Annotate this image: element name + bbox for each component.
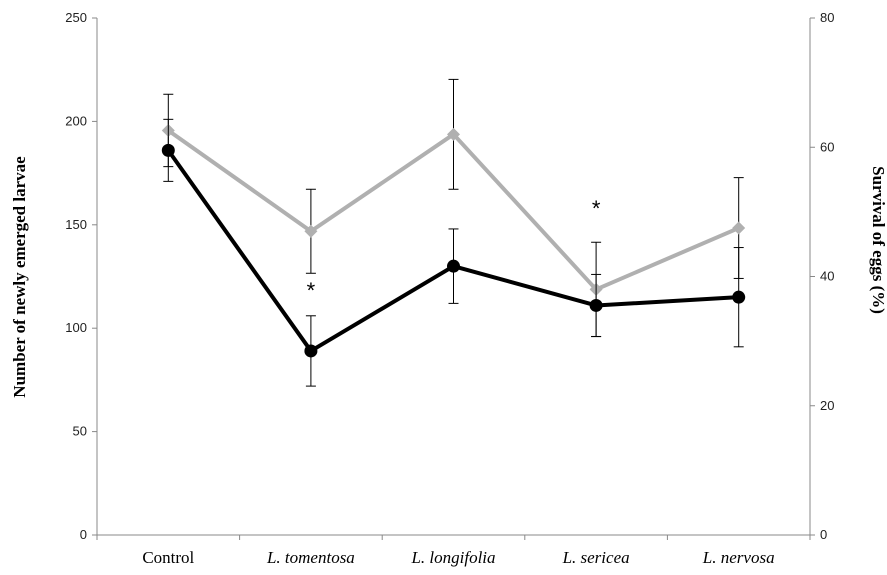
- data-point: [161, 143, 175, 157]
- significance-marker: *: [592, 196, 601, 221]
- y-right-tick-label: 0: [820, 527, 827, 542]
- data-point: [589, 298, 603, 312]
- annotations: **: [307, 196, 601, 303]
- axis-titles: Number of newly emerged larvae Survival …: [10, 156, 887, 398]
- significance-marker: *: [307, 278, 316, 303]
- y-left-tick-label: 50: [73, 424, 87, 439]
- y-left-axis-title: Number of newly emerged larvae: [10, 156, 29, 398]
- y-left-tick-label: 100: [65, 320, 87, 335]
- y-left-tick-label: 250: [65, 10, 87, 25]
- y-left-tick-label: 200: [65, 113, 87, 128]
- y-right-tick-label: 20: [820, 398, 834, 413]
- y-right-tick-label: 80: [820, 10, 834, 25]
- data-point: [304, 344, 318, 358]
- y-right-tick-label: 60: [820, 139, 834, 154]
- series: [161, 78, 746, 387]
- series-larvae: [161, 118, 746, 387]
- y-left-tick-label: 150: [65, 217, 87, 232]
- y-left-tick-label: 0: [80, 527, 87, 542]
- x-tick-label: L. sericea: [562, 548, 630, 567]
- data-point: [732, 290, 746, 304]
- y-right-axis-title: Survival of eggs (%): [869, 166, 887, 314]
- x-tick-label: L. nervosa: [702, 548, 775, 567]
- x-tick-label: L. longifolia: [410, 548, 495, 567]
- ticks: 0 50 100 150 200 250 0 20 40 60 80 Control L. toment…: [65, 10, 834, 567]
- data-point: [732, 221, 746, 235]
- data-point: [304, 224, 318, 238]
- data-point: [447, 259, 460, 273]
- x-tick-label: Control: [142, 548, 194, 567]
- x-tick-label: L. tomentosa: [266, 548, 355, 567]
- y-right-tick-label: 40: [820, 269, 834, 284]
- data-point: [447, 127, 460, 141]
